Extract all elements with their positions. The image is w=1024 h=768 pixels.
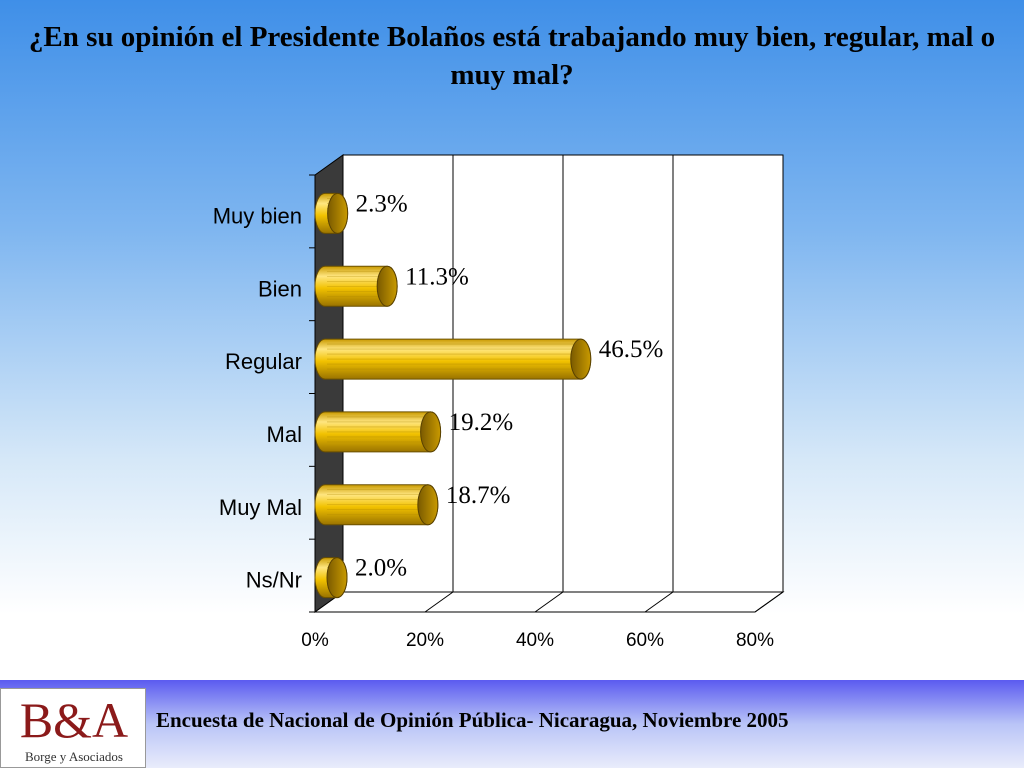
logo: B&A Borge y Asociados xyxy=(0,688,146,768)
bar-cap xyxy=(570,338,592,380)
category-label: Bien xyxy=(258,276,302,301)
bar-series: 2.3% 11.3% 46.5% 19.2% 18.7% 2.0% xyxy=(314,190,664,599)
chart-title: ¿En su opinión el Presidente Bolaños est… xyxy=(28,21,996,91)
x-axis: 0% 20% 40% 60% 80% xyxy=(301,630,774,651)
bar-cap xyxy=(327,192,349,234)
data-label: 2.0% xyxy=(355,555,407,582)
x-tick-label: 40% xyxy=(516,630,554,651)
footer-caption: Encuesta de Nacional de Opinión Pública-… xyxy=(156,708,789,732)
bar: 11.3% xyxy=(314,263,469,307)
category-axis: Muy bien Bien Regular Mal Muy Mal Ns/Nr xyxy=(213,174,315,613)
bar-cap xyxy=(376,265,398,307)
floor-gridline xyxy=(424,591,454,613)
floor-gridline xyxy=(644,591,674,613)
data-label: 46.5% xyxy=(599,336,664,363)
data-label: 11.3% xyxy=(405,263,469,290)
logo-mark: B&A xyxy=(19,692,129,748)
logo-subtitle: Borge y Asociados xyxy=(25,749,123,764)
category-label: Ns/Nr xyxy=(246,568,302,593)
chart-frame xyxy=(313,154,785,613)
floor-gridline xyxy=(534,591,564,613)
category-label: Muy Mal xyxy=(219,495,302,520)
bar: 46.5% xyxy=(314,336,664,380)
category-label: Mal xyxy=(267,422,302,447)
floor-gridline xyxy=(754,591,784,613)
bar-cap xyxy=(417,484,439,526)
bar: 2.0% xyxy=(314,555,407,599)
data-label: 18.7% xyxy=(446,482,511,509)
x-tick-label: 0% xyxy=(301,630,329,651)
bar: 18.7% xyxy=(314,482,511,526)
bar-chart: 0% 20% 40% 60% 80% 2.3%11.3%46.5%19.2%18.7%2… xyxy=(213,154,785,651)
data-label: 19.2% xyxy=(449,409,514,436)
x-tick-label: 60% xyxy=(626,630,664,651)
category-label: Muy bien xyxy=(213,203,302,228)
bar-cap xyxy=(326,557,348,599)
x-tick-label: 20% xyxy=(406,630,444,651)
bar-cap xyxy=(420,411,442,453)
footer-band xyxy=(0,680,1024,768)
x-tick-label: 80% xyxy=(736,630,774,651)
data-label: 2.3% xyxy=(356,190,408,217)
category-label: Regular xyxy=(225,349,302,374)
bar: 19.2% xyxy=(314,409,514,453)
bar: 2.3% xyxy=(314,190,408,234)
